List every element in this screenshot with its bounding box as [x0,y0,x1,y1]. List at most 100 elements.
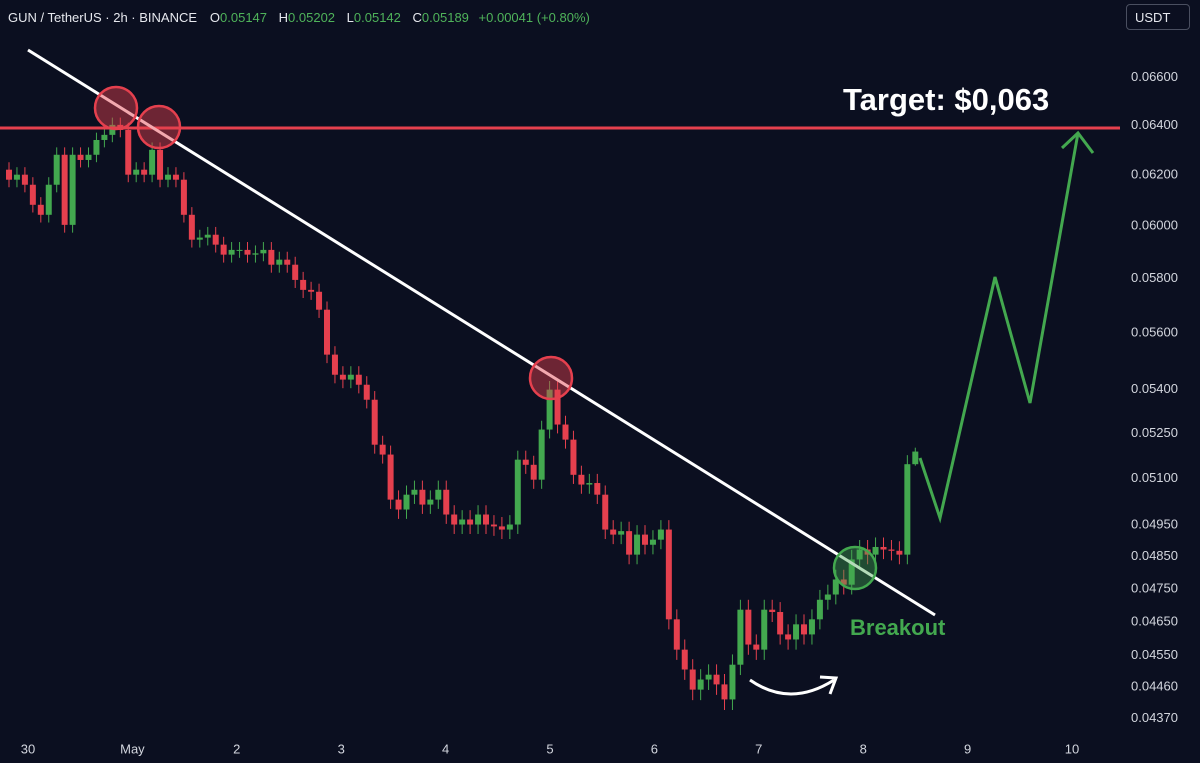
candle-body [355,374,362,385]
candle-body [498,526,505,530]
candle-body [594,483,601,495]
candle-body [689,669,696,690]
candle-body [188,214,195,240]
x-tick-label: 4 [442,741,449,756]
candle-body [467,519,474,525]
candle-body [761,609,768,650]
candle-body [848,559,855,585]
y-tick-label: 0.05800 [1131,270,1178,285]
candle-body [419,489,426,505]
candle-body [347,374,354,380]
candle-body [673,619,680,650]
high-key: H [278,10,289,25]
low-key: L [346,10,354,25]
candle-body [276,259,283,265]
candle-body [69,154,76,225]
y-tick-label: 0.04950 [1131,516,1178,531]
candle-body [180,179,187,215]
candle-body [602,494,609,530]
trend-line [27,48,936,617]
candle-body [880,546,887,550]
candle-body [149,149,156,175]
symbol: GUN / TetherUS · 2h · BINANCE [8,10,198,25]
candle-body [729,664,736,700]
candle-body [888,549,895,551]
candle-body [705,674,712,680]
candle-body [896,550,903,555]
candle-body [141,169,148,175]
curve-arrow [749,678,835,696]
candle-body [157,149,164,180]
y-tick-label: 0.04650 [1131,613,1178,628]
candle-body [872,546,879,555]
candle-body [331,354,338,375]
currency-button[interactable]: USDT [1126,4,1190,30]
y-tick-label: 0.06000 [1131,217,1178,232]
symbol-header: GUN / TetherUS · 2h · BINANCE O0.05147 H… [8,10,596,25]
candle-body [642,534,648,545]
candle-body [816,599,823,620]
candle-body [697,679,704,690]
high-value: 0.05202 [288,10,336,25]
candle-body [371,399,378,445]
candles [6,117,919,711]
candle-body [610,529,617,535]
candle-body [824,594,831,600]
x-tick-label: 7 [755,741,762,756]
candle-body [483,514,489,525]
candle-body [626,531,633,555]
candle-body [37,204,44,215]
candle-body [459,519,466,525]
candle-body [53,154,60,185]
y-tick-label: 0.04850 [1131,548,1178,563]
candle-body [308,289,315,292]
candle-body [411,489,418,495]
candle-body [125,129,132,175]
candle-body [403,494,410,510]
candle-body [363,384,370,400]
candle-body [856,549,863,560]
y-tick-label: 0.04370 [1131,710,1178,725]
projection-arrowhead [1060,130,1095,154]
candle-body [244,249,251,255]
candle-body [562,424,569,440]
y-tick-label: 0.04750 [1131,580,1178,595]
candle-body [506,524,513,530]
candle-body [681,649,688,670]
candle-body [634,534,641,555]
change-value: +0.00041 (+0.80%) [478,10,590,25]
candle-body [904,464,911,555]
breakout-circle [832,545,878,591]
breakout-label: Breakout [850,615,946,640]
candle-body [530,464,537,480]
low-value: 0.05142 [353,10,401,25]
candle-body [45,184,52,215]
candle-body [324,309,330,355]
touch-circle [528,355,574,401]
touch-circle [93,85,139,131]
candle-body [753,644,760,650]
candle-body [793,624,800,640]
candle-body [777,612,784,635]
y-tick-label: 0.06200 [1131,166,1178,181]
target-label: Target: $0,063 [843,82,1049,117]
y-tick-label: 0.05600 [1131,325,1178,340]
candle-body [292,264,299,280]
candle-body [808,619,815,635]
candle-body [570,439,577,475]
candle-body [339,374,346,380]
x-tick-label: 8 [860,741,867,756]
projection-path [918,132,1080,524]
candle-body [77,154,84,160]
y-tick-label: 0.05250 [1131,425,1178,440]
candle-body [6,169,12,180]
x-tick-label: 10 [1065,741,1079,756]
y-tick-label: 0.04550 [1131,647,1178,662]
candle-body [228,249,235,255]
open-value: 0.05147 [220,10,268,25]
close-key: C [412,10,422,25]
candle-body [451,514,458,525]
candle-body [212,234,219,245]
candle-body [252,253,259,255]
